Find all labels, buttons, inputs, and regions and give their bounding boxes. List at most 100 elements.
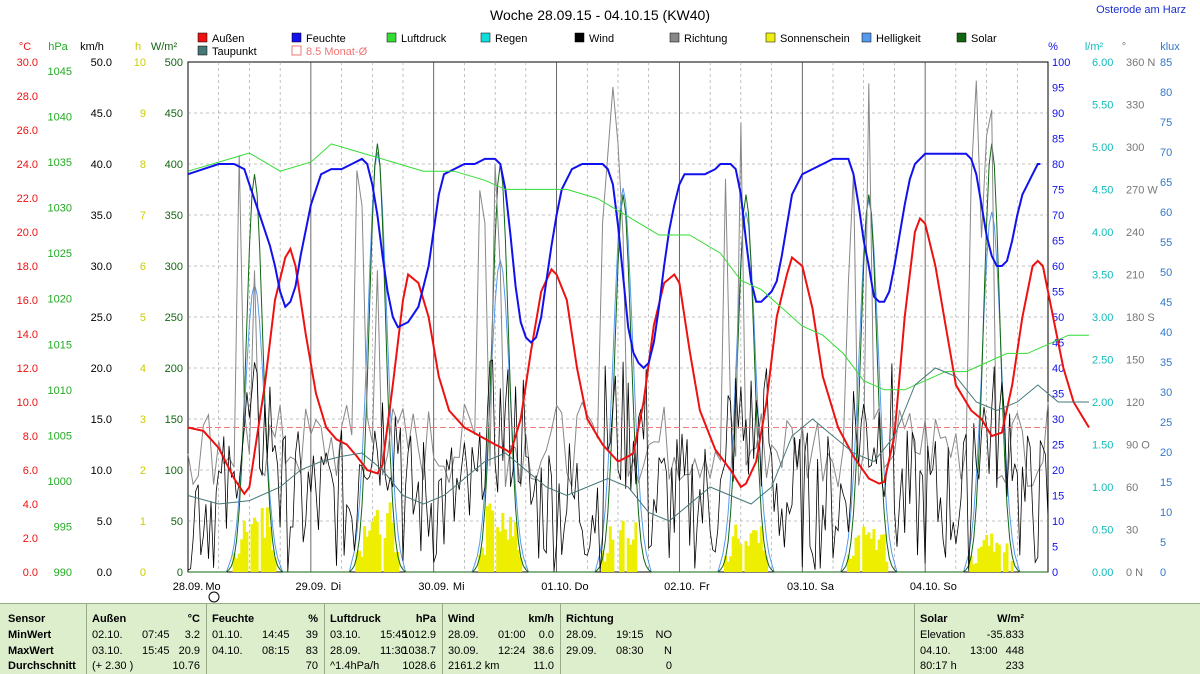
table-col-title: Feuchte <box>212 613 255 625</box>
sunshine-bar <box>501 512 505 572</box>
sunshine-bar <box>754 530 758 572</box>
legend-label-9: Taupunkt <box>212 46 257 58</box>
sunshine-bar <box>882 534 886 572</box>
table-cell-min-solar: Elevation <box>920 629 966 641</box>
sunshine-bar <box>375 510 379 572</box>
legend-label-1: Feuchte <box>306 33 346 45</box>
sunshine-bar <box>603 561 607 572</box>
tick-light: 40 <box>1160 327 1172 339</box>
tick-rain: 4.00 <box>1092 227 1113 239</box>
axis-unit-solar: W/m² <box>151 41 178 53</box>
tick-sun: 4 <box>140 363 146 375</box>
clock-icon <box>208 591 220 603</box>
sunshine-bar <box>511 536 515 572</box>
legend-label-10: 8.5 Monat-Ø <box>306 46 368 58</box>
table-col-unit: W/m² <box>997 613 1024 625</box>
tick-temp: 2.0 <box>23 533 38 545</box>
sunshine-bar <box>357 550 361 572</box>
x-tick-weekday: So <box>943 581 956 593</box>
table-cell-min-wind: 0.0 <box>538 629 554 641</box>
x-tick-date: 03.10. <box>787 581 818 593</box>
tick-pressure: 1030 <box>48 203 72 215</box>
tick-light: 35 <box>1160 357 1172 369</box>
tick-wind: 30.0 <box>91 261 112 273</box>
tick-humidity: 25 <box>1052 440 1064 452</box>
tick-humidity: 35 <box>1052 389 1064 401</box>
tick-solar: 400 <box>165 159 183 171</box>
legend-label-2: Luftdruck <box>401 33 447 45</box>
tick-direction: 150 <box>1126 355 1144 367</box>
tick-sun: 7 <box>140 210 146 222</box>
sunshine-bar <box>488 503 492 572</box>
tick-wind: 0.0 <box>97 567 112 579</box>
table-separator <box>914 604 915 674</box>
sunshine-bar <box>990 533 994 572</box>
station-name[interactable]: Osterode am Harz <box>1096 4 1186 16</box>
tick-pressure: 1020 <box>48 294 72 306</box>
tick-light: 30 <box>1160 387 1172 399</box>
series-feuchte <box>187 152 1041 370</box>
x-tick-weekday: Mo <box>205 581 220 593</box>
sunshine-bar <box>854 537 858 572</box>
table-cell-avg-richtung: 0 <box>665 660 672 672</box>
tick-sun: 2 <box>140 465 146 477</box>
tick-solar: 200 <box>165 363 183 375</box>
tick-pressure: 1040 <box>48 112 72 124</box>
table-cell-min-feuchte: 39 <box>305 629 318 641</box>
tick-sun: 6 <box>140 261 146 273</box>
x-tick-date: 01.10. <box>541 581 572 593</box>
tick-light: 20 <box>1160 447 1172 459</box>
tick-humidity: 65 <box>1052 236 1064 248</box>
tick-rain: 2.50 <box>1092 355 1113 367</box>
tick-pressure: 1010 <box>48 385 72 397</box>
tick-light: 25 <box>1160 417 1172 429</box>
table-cell-avg-aussen: 10.76 <box>172 660 200 672</box>
tick-rain: 2.00 <box>1092 397 1113 409</box>
table-cell-min-aussen: 07:45 <box>142 629 170 641</box>
table-separator <box>324 604 325 674</box>
sunshine-bar <box>631 539 635 572</box>
sunshine-bar <box>478 555 482 572</box>
sunshine-bar <box>987 545 991 572</box>
table-separator <box>442 604 443 674</box>
tick-humidity: 30 <box>1052 414 1064 426</box>
tick-rain: 0.50 <box>1092 525 1113 537</box>
x-tick-weekday: Fr <box>699 581 710 593</box>
table-cell-avg-wind: 2161.2 km <box>448 660 500 672</box>
sunshine-bar <box>864 534 868 572</box>
table-separator <box>86 604 87 674</box>
tick-wind: 50.0 <box>91 57 112 69</box>
table-cell-min-richtung: NO <box>655 629 673 641</box>
series-luftdruck <box>187 143 1089 391</box>
table-cell-min-luftdruck: 1012.9 <box>402 629 436 641</box>
table-cell-max-solar: 13:00 <box>970 645 998 657</box>
tick-pressure: 1015 <box>48 339 72 351</box>
chart-title: Woche 28.09.15 - 04.10.15 (KW40) <box>490 7 710 23</box>
sunshine-bar <box>253 517 257 572</box>
table-col-title: Luftdruck <box>330 613 381 625</box>
sunshine-bar <box>255 521 259 572</box>
legend-swatch-10 <box>291 45 302 56</box>
table-cell-min-feuchte: 14:45 <box>262 629 290 641</box>
tick-rain: 0.00 <box>1092 567 1113 579</box>
table-cell-avg-feuchte: 70 <box>305 660 318 672</box>
tick-temp: 24.0 <box>17 159 38 171</box>
sunshine-bar <box>985 535 989 572</box>
sunshine-bar <box>480 547 484 572</box>
tick-pressure: 1005 <box>48 430 72 442</box>
tick-sun: 8 <box>140 159 146 171</box>
tick-temp: 28.0 <box>17 91 38 103</box>
axis-unit-temp: °C <box>19 41 31 53</box>
sunshine-bar <box>1002 552 1006 572</box>
table-cell-max-feuchte: 83 <box>305 645 318 657</box>
tick-sun: 1 <box>140 516 146 528</box>
tick-light: 55 <box>1160 237 1172 249</box>
x-tick-date: 28.09. <box>173 581 204 593</box>
table-cell-max-solar: 04.10. <box>920 645 951 657</box>
sunshine-bar <box>368 530 372 572</box>
tick-rain: 3.50 <box>1092 270 1113 282</box>
tick-temp: 22.0 <box>17 193 38 205</box>
table-cell-avg-luftdruck: 1028.6 <box>402 660 436 672</box>
sunshine-bar <box>747 545 751 572</box>
weather-chart: Woche 28.09.15 - 04.10.15 (KW40) Außen Feu… <box>17 7 1180 603</box>
